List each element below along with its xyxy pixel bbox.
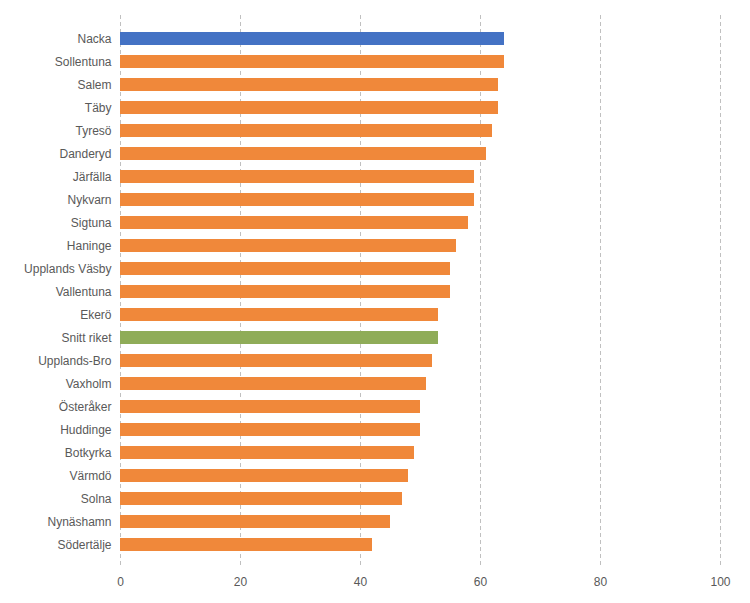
svg-text:Botkyrka: Botkyrka	[65, 446, 112, 460]
svg-text:Vallentuna: Vallentuna	[56, 285, 112, 299]
svg-text:Huddinge: Huddinge	[60, 423, 112, 437]
svg-text:0: 0	[117, 575, 124, 589]
svg-text:Vaxholm: Vaxholm	[66, 377, 112, 391]
svg-text:Salem: Salem	[77, 78, 111, 92]
svg-text:Tyresö: Tyresö	[75, 124, 111, 138]
svg-text:20: 20	[234, 575, 248, 589]
svg-text:Österåker: Österåker	[59, 400, 112, 414]
svg-text:Danderyd: Danderyd	[59, 147, 111, 161]
svg-text:Värmdö: Värmdö	[69, 469, 111, 483]
svg-text:Nacka: Nacka	[77, 32, 111, 46]
svg-text:Snitt riket: Snitt riket	[61, 331, 112, 345]
svg-text:Upplands-Bro: Upplands-Bro	[38, 354, 112, 368]
svg-text:40: 40	[354, 575, 368, 589]
svg-text:Nykvarn: Nykvarn	[67, 193, 111, 207]
svg-text:100: 100	[710, 575, 730, 589]
svg-text:Haninge: Haninge	[67, 239, 112, 253]
svg-text:Solna: Solna	[81, 492, 112, 506]
svg-text:Södertälje: Södertälje	[57, 538, 111, 552]
svg-text:Ekerö: Ekerö	[80, 308, 112, 322]
svg-text:Nynäshamn: Nynäshamn	[47, 515, 111, 529]
svg-text:Sigtuna: Sigtuna	[71, 216, 112, 230]
svg-text:Upplands Väsby: Upplands Väsby	[24, 262, 111, 276]
svg-text:60: 60	[474, 575, 488, 589]
svg-text:Järfälla: Järfälla	[73, 170, 112, 184]
svg-text:Täby: Täby	[85, 101, 112, 115]
svg-text:80: 80	[594, 575, 608, 589]
svg-text:Sollentuna: Sollentuna	[55, 55, 112, 69]
